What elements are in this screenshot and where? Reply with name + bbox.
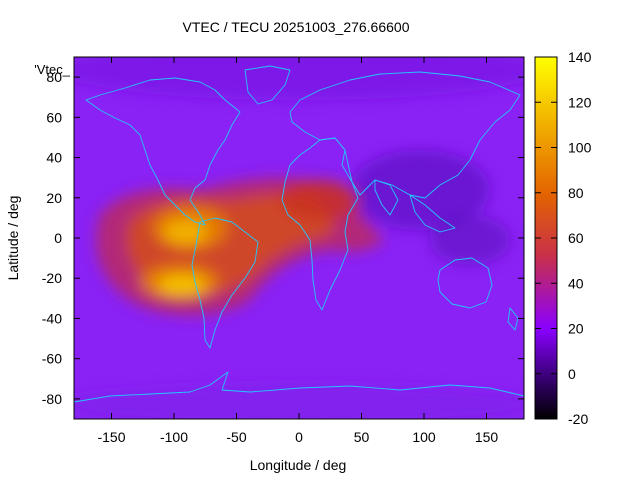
- x-tick-label: 150: [475, 429, 499, 445]
- heatmap: [74, 57, 524, 419]
- colorbar-tick-label: 60: [568, 230, 584, 246]
- y-tick-label: 80: [46, 69, 62, 85]
- y-tick-label: -40: [42, 310, 62, 326]
- colorbar-tick-label: 80: [568, 185, 584, 201]
- y-tick-label: 40: [46, 150, 62, 166]
- colorbar-tick-label: 140: [568, 49, 592, 65]
- y-tick-label: -80: [42, 391, 62, 407]
- north-america-coast: [85, 77, 241, 226]
- y-tick-label: 20: [46, 190, 62, 206]
- colorbar-tick-label: 120: [568, 94, 592, 110]
- y-axis-label: Latitude / deg: [5, 196, 21, 281]
- greenland-coast: [244, 65, 291, 105]
- y-tick-label: 60: [46, 109, 62, 125]
- colorbar-tick-label: 20: [568, 321, 584, 337]
- y-ticks: -80 -60 -40 -20 0 20 40 60 80: [42, 69, 524, 407]
- australia-coast: [437, 257, 493, 309]
- x-tick-label: 50: [354, 429, 370, 445]
- colorbar-ticks: -20 0 20 40 60 80 100 120 140: [535, 49, 592, 427]
- x-tick-label: -50: [226, 429, 246, 445]
- colorbar-tick-label: 0: [568, 366, 576, 382]
- y-tick-label: -20: [42, 270, 62, 286]
- y-tick-label: -60: [42, 351, 62, 367]
- north-high-lat-shade: [74, 57, 524, 100]
- chart-title: VTEC / TECU 20251003_276.66600: [182, 19, 409, 35]
- x-tick-label: -100: [160, 429, 188, 445]
- south-crest-core: [158, 275, 206, 295]
- x-tick-label: 100: [412, 429, 436, 445]
- colorbar-tick-label: 40: [568, 275, 584, 291]
- x-tick-label: -150: [97, 429, 125, 445]
- eurasia-coast: [289, 71, 521, 199]
- colorbar-tick-label: -20: [568, 411, 588, 427]
- southeast-asia-coast: [409, 194, 456, 233]
- south-high-lat-shade: [74, 385, 524, 419]
- series-key: 'Vtec_: [34, 62, 70, 77]
- antarctica-coast: [74, 371, 524, 403]
- coastlines: [74, 65, 524, 403]
- india-coast: [374, 179, 399, 216]
- x-axis-label: Longitude / deg: [250, 457, 347, 473]
- africa-band: [280, 180, 360, 220]
- pacific-dark-patch: [430, 215, 510, 265]
- y-tick-label: 0: [54, 230, 62, 246]
- x-ticks: -150 -100 -50 0 50 100 150: [97, 57, 498, 445]
- x-tick-label: 0: [295, 429, 303, 445]
- south-america-coast: [191, 217, 259, 349]
- asia-dark-patch: [350, 150, 490, 230]
- colorbar-tick-label: 100: [568, 140, 592, 156]
- new-zealand-coast: [507, 307, 519, 331]
